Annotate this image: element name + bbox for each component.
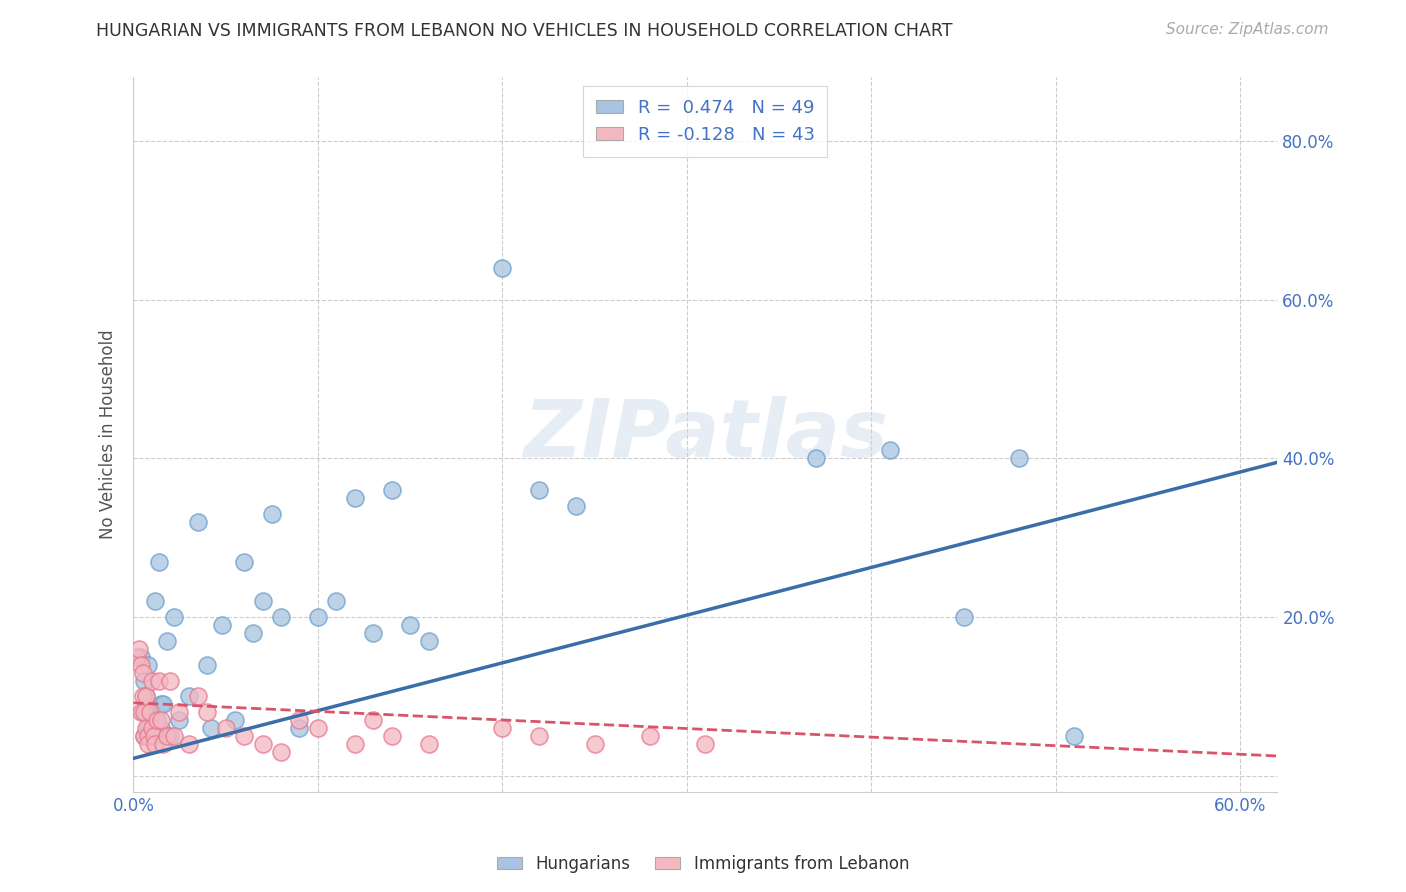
Point [214, 721, 236, 735]
Point [187, 690, 209, 704]
Point [152, 737, 174, 751]
Point [270, 610, 292, 624]
Point [695, 737, 717, 751]
Point [242, 626, 264, 640]
Point [134, 673, 156, 688]
Point [361, 626, 384, 640]
Point [418, 737, 440, 751]
Point [343, 737, 366, 751]
Point [139, 706, 162, 720]
Point [343, 491, 366, 505]
Point [141, 721, 163, 735]
Point [804, 451, 827, 466]
Point [583, 737, 606, 751]
Point [145, 737, 167, 751]
Point [177, 737, 200, 751]
Point [159, 729, 181, 743]
Point [146, 713, 169, 727]
Text: ZIPatlas: ZIPatlas [523, 395, 887, 474]
Point [148, 673, 170, 688]
Point [233, 555, 256, 569]
Point [139, 729, 162, 743]
Point [155, 634, 177, 648]
Point [399, 618, 422, 632]
Point [125, 649, 148, 664]
Point [565, 499, 588, 513]
Point [1008, 451, 1031, 466]
Point [381, 729, 404, 743]
Point [307, 610, 329, 624]
Point [135, 706, 157, 720]
Point [491, 260, 513, 275]
Point [134, 729, 156, 743]
Point [135, 690, 157, 704]
Point [952, 610, 974, 624]
Point [129, 657, 152, 672]
Text: Source: ZipAtlas.com: Source: ZipAtlas.com [1166, 22, 1329, 37]
Point [195, 706, 218, 720]
Point [136, 657, 159, 672]
Point [195, 657, 218, 672]
Point [270, 745, 292, 759]
Point [146, 713, 169, 727]
Point [150, 721, 173, 735]
Point [381, 483, 404, 497]
Point [150, 698, 173, 712]
Point [1063, 729, 1085, 743]
Point [260, 507, 283, 521]
Point [131, 706, 153, 720]
Point [177, 690, 200, 704]
Point [131, 665, 153, 680]
Point [159, 673, 181, 688]
Point [142, 713, 165, 727]
Point [145, 594, 167, 608]
Point [418, 634, 440, 648]
Point [187, 515, 209, 529]
Point [134, 729, 156, 743]
Point [134, 706, 156, 720]
Point [288, 713, 311, 727]
Point [136, 729, 159, 743]
Point [135, 721, 157, 735]
Point [129, 649, 152, 664]
Point [529, 483, 551, 497]
Point [163, 610, 186, 624]
Point [128, 641, 150, 656]
Point [129, 706, 152, 720]
Point [224, 713, 246, 727]
Point [155, 729, 177, 743]
Point [252, 594, 274, 608]
Point [233, 729, 256, 743]
Point [141, 706, 163, 720]
Point [141, 673, 163, 688]
Point [211, 618, 233, 632]
Point [252, 737, 274, 751]
Point [131, 690, 153, 704]
Point [169, 706, 191, 720]
Legend: R =  0.474   N = 49, R = -0.128   N = 43: R = 0.474 N = 49, R = -0.128 N = 43 [583, 87, 827, 157]
Point [361, 713, 384, 727]
Point [325, 594, 347, 608]
Point [142, 729, 165, 743]
Text: HUNGARIAN VS IMMIGRANTS FROM LEBANON NO VEHICLES IN HOUSEHOLD CORRELATION CHART: HUNGARIAN VS IMMIGRANTS FROM LEBANON NO … [96, 22, 952, 40]
Point [163, 729, 186, 743]
Point [136, 737, 159, 751]
Point [638, 729, 661, 743]
Y-axis label: No Vehicles in Household: No Vehicles in Household [100, 330, 117, 540]
Point [169, 713, 191, 727]
Point [136, 721, 159, 735]
Point [135, 690, 157, 704]
Point [307, 721, 329, 735]
Point [529, 729, 551, 743]
Legend: Hungarians, Immigrants from Lebanon: Hungarians, Immigrants from Lebanon [491, 848, 915, 880]
Point [200, 721, 222, 735]
Point [141, 729, 163, 743]
Point [879, 443, 901, 458]
Point [288, 721, 311, 735]
Point [150, 713, 173, 727]
Point [152, 698, 174, 712]
Point [491, 721, 513, 735]
Point [148, 555, 170, 569]
